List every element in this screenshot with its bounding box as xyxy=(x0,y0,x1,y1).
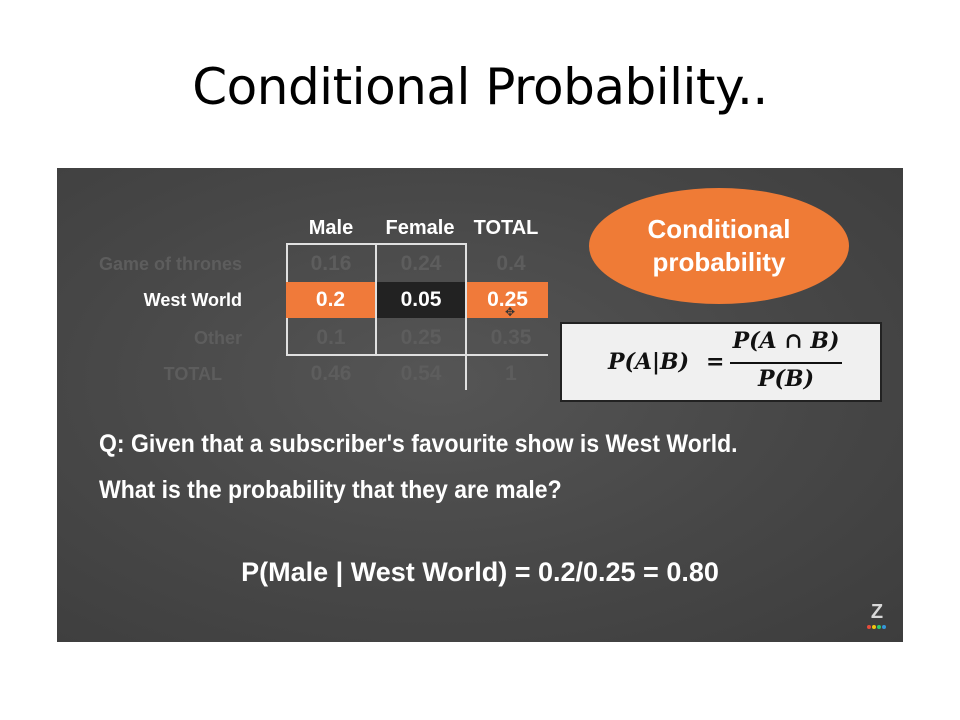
bubble-line-2: probability xyxy=(652,247,786,277)
column-header-female: Female xyxy=(385,217,455,239)
table-cell: 0.46 xyxy=(310,362,352,385)
logo-dots xyxy=(867,625,889,629)
formula-box: P(A|B) = P(A ∩ B) P(B) xyxy=(560,322,882,402)
row-label-total: TOTAL xyxy=(163,364,222,384)
cursor-icon: ✥ xyxy=(505,305,516,319)
formula-equals: = xyxy=(706,349,725,375)
table-cell: 0.24 xyxy=(400,252,442,275)
table-cell: 0.25 xyxy=(400,326,442,349)
grid-line xyxy=(375,244,377,355)
bubble-line-1: Conditional xyxy=(647,214,791,244)
table-cell: 0.54 xyxy=(400,362,442,385)
row-label-west-world: West World xyxy=(143,290,242,310)
grid-line xyxy=(286,243,467,245)
highlighted-cell-male: 0.2 xyxy=(286,282,375,318)
answer-equation: P(Male | West World) = 0.2/0.25 = 0.80 xyxy=(241,557,719,587)
grid-line xyxy=(286,354,548,356)
column-header-male: Male xyxy=(308,217,354,239)
formula-denominator: P(B) xyxy=(758,366,814,392)
table-cell: 0.16 xyxy=(310,252,352,275)
table-cell: 0.4 xyxy=(496,252,526,275)
column-header-total: TOTAL xyxy=(473,217,539,239)
video-frame: Male Female TOTAL Game of thrones 0.16 0… xyxy=(57,168,903,642)
formula-numerator: P(A ∩ B) xyxy=(732,328,840,354)
question-line-1: Q: Given that a subscriber's favourite s… xyxy=(99,430,738,458)
table-cell-female: 0.05 xyxy=(377,282,465,318)
formula-lhs: P(A|B) xyxy=(608,349,690,375)
logo-icon: Z xyxy=(870,601,884,623)
question-line-2: What is the probability that they are ma… xyxy=(99,476,562,504)
conditional-probability-bubble: Conditional probability xyxy=(589,188,849,304)
row-label-other: Other xyxy=(193,328,242,348)
row-label-game-of-thrones: Game of thrones xyxy=(98,254,242,274)
table-cell: 0.35 xyxy=(490,326,532,349)
slide-title: Conditional Probability.. xyxy=(192,58,768,116)
grid-line xyxy=(465,244,467,390)
highlighted-cell-total: 0.25 xyxy=(467,282,548,318)
fraction-bar xyxy=(730,362,842,364)
table-cell: 1 xyxy=(505,362,517,385)
table-cell: 0.1 xyxy=(316,326,346,349)
